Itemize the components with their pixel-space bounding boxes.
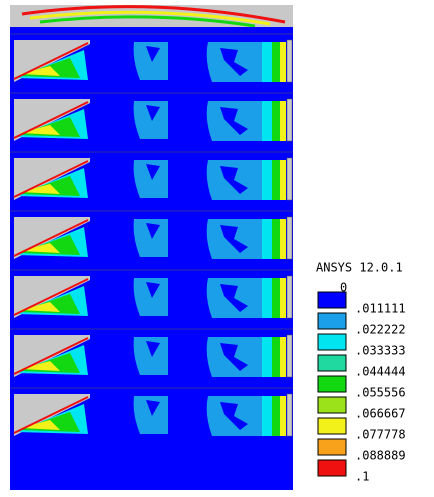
- legend-swatch: [318, 418, 346, 434]
- legend-label: .033333: [355, 344, 406, 358]
- wall: [287, 158, 292, 200]
- model: [10, 5, 293, 490]
- wall: [287, 335, 292, 377]
- legend-label: .055556: [355, 386, 406, 400]
- contour: [280, 42, 286, 82]
- legend-swatch: [318, 439, 346, 455]
- legend-swatch: [318, 376, 346, 392]
- legend-label: .044444: [355, 365, 406, 379]
- contour: [280, 396, 286, 436]
- legend-label: .1: [355, 470, 369, 484]
- wall: [287, 276, 292, 318]
- legend-swatch: [318, 292, 346, 308]
- contour: [280, 101, 286, 141]
- contour: [280, 219, 286, 259]
- wall: [287, 394, 292, 436]
- contour: [280, 337, 286, 377]
- legend-swatch: [318, 460, 346, 476]
- contour: [280, 278, 286, 318]
- legend-label: .022222: [355, 323, 406, 337]
- contour: [280, 160, 286, 200]
- legend: ANSYS 12.0.1 0.011111.022222.033333.0444…: [316, 261, 406, 484]
- wall: [287, 40, 292, 82]
- legend-label: .088889: [355, 449, 406, 463]
- wall: [287, 217, 292, 259]
- legend-label: .066667: [355, 407, 406, 421]
- legend-swatch: [318, 355, 346, 371]
- legend-label: .077778: [355, 428, 406, 442]
- legend-swatch: [318, 334, 346, 350]
- wall: [287, 99, 292, 141]
- legend-swatch: [318, 313, 346, 329]
- legend-title: ANSYS 12.0.1: [316, 261, 403, 275]
- page: ANSYS 12.0.1 0.011111.022222.033333.0444…: [0, 0, 434, 497]
- legend-label: .011111: [355, 302, 406, 316]
- contour-plot: ANSYS 12.0.1 0.011111.022222.033333.0444…: [0, 0, 434, 497]
- legend-swatch: [318, 397, 346, 413]
